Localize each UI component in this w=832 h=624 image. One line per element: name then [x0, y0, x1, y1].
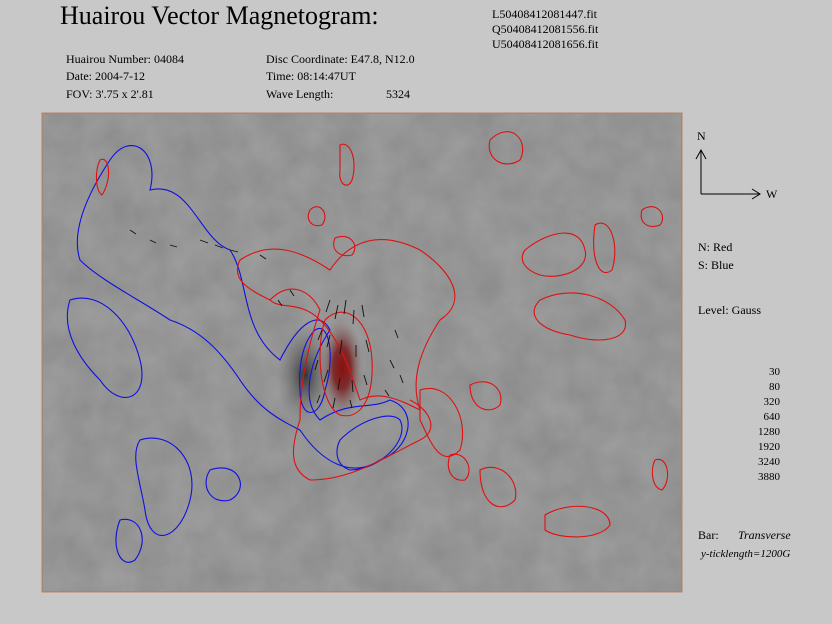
info: Time: 08:14:47UT: [266, 69, 357, 83]
info: Disc Coordinate: E47.8, N12.0: [266, 52, 415, 66]
legend-text: y-ticklength=1200G: [700, 548, 790, 560]
legend-text: Level: Gauss: [698, 303, 761, 317]
level-value: 30: [769, 366, 781, 378]
file-name: Q50408412081556.fit: [492, 22, 599, 36]
legend-text: Transverse: [738, 528, 791, 542]
info: FOV: 3'.75 x 2'.81: [66, 87, 154, 101]
level-value: 1920: [758, 441, 781, 453]
info: Date: 2004-7-12: [66, 69, 145, 83]
level-value: 80: [769, 381, 781, 393]
compass: [695, 148, 761, 200]
info: Wave Length:: [266, 87, 333, 101]
title: Huairou Vector Magnetogram:: [60, 1, 379, 30]
compass-label: W: [766, 187, 778, 201]
level-value: 640: [764, 411, 781, 423]
info: Huairou Number: 04084: [66, 52, 184, 66]
level-value: 3880: [758, 471, 781, 483]
level-value: 1280: [758, 426, 781, 438]
level-list: 30 80 320 640 1280 1920 3240 3880: [758, 366, 781, 483]
legend-text: Bar:: [698, 528, 719, 542]
file-name: U50408412081656.fit: [492, 37, 599, 51]
level-value: 3240: [758, 456, 781, 468]
info: 5324: [386, 87, 410, 101]
compass-label: N: [697, 129, 706, 143]
file-name: L50408412081447.fit: [492, 7, 598, 21]
magnetogram: [41, 112, 683, 593]
legend-text: N: Red: [698, 240, 732, 254]
legend-text: S: Blue: [698, 258, 734, 272]
level-value: 320: [764, 396, 781, 408]
